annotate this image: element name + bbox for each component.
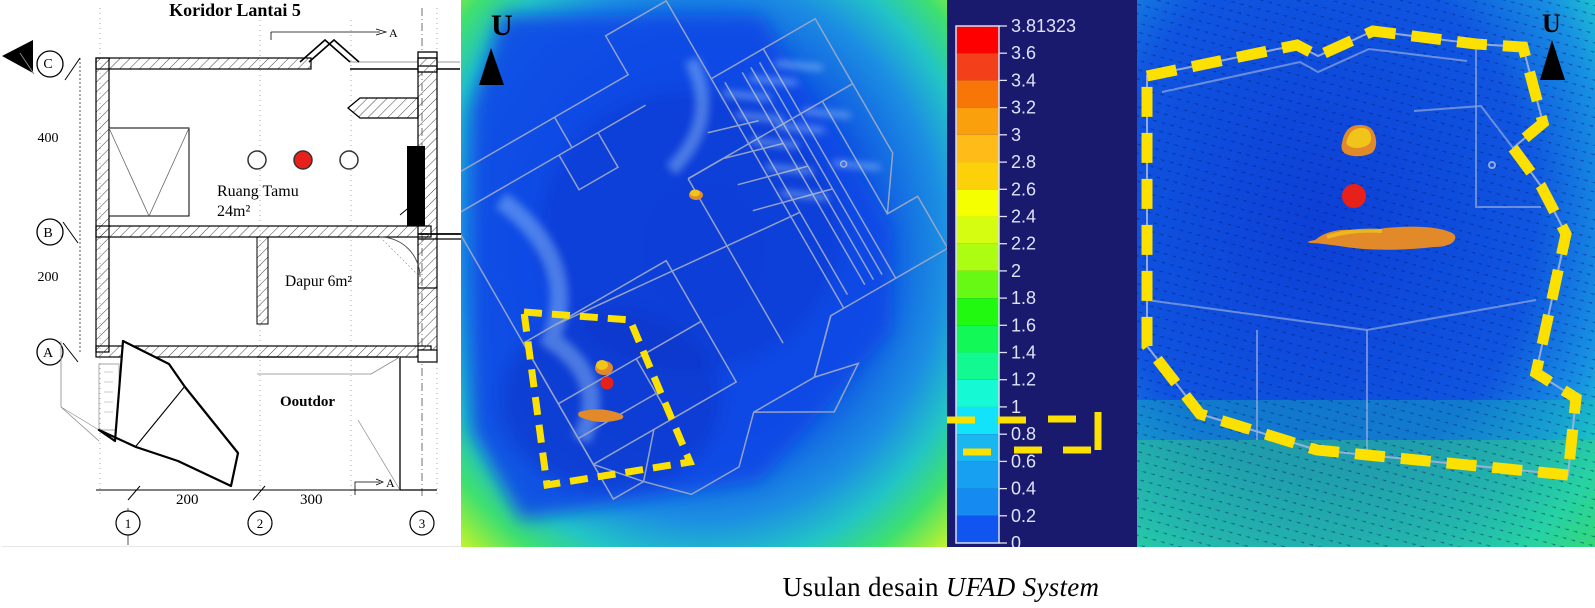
svg-text:0.4: 0.4 — [1011, 479, 1036, 499]
svg-text:U: U — [1542, 9, 1561, 38]
svg-text:3.6: 3.6 — [1011, 43, 1036, 63]
svg-text:Dapur 6m²: Dapur 6m² — [285, 273, 352, 290]
svg-text:Ruang Tamu: Ruang Tamu — [217, 183, 299, 200]
svg-text:24m²: 24m² — [217, 203, 250, 220]
svg-text:2: 2 — [1011, 261, 1021, 281]
svg-text:2.4: 2.4 — [1011, 207, 1036, 227]
svg-text:Ooutdor: Ooutdor — [280, 394, 335, 410]
svg-text:0.2: 0.2 — [1011, 506, 1036, 526]
svg-text:2.2: 2.2 — [1011, 234, 1036, 254]
svg-text:0.8: 0.8 — [1011, 424, 1036, 444]
svg-text:B: B — [43, 226, 52, 241]
svg-text:3.4: 3.4 — [1011, 70, 1036, 90]
svg-text:1: 1 — [1011, 397, 1021, 417]
svg-text:A: A — [389, 26, 398, 40]
svg-text:3: 3 — [419, 516, 426, 531]
svg-text:300: 300 — [300, 492, 323, 508]
svg-text:200: 200 — [38, 270, 59, 285]
svg-text:1.6: 1.6 — [1011, 315, 1036, 335]
svg-text:3.2: 3.2 — [1011, 98, 1036, 118]
svg-text:3: 3 — [1011, 125, 1021, 145]
svg-text:0: 0 — [1011, 533, 1021, 547]
svg-text:1.8: 1.8 — [1011, 288, 1036, 308]
svg-text:1.4: 1.4 — [1011, 343, 1036, 363]
svg-text:2.6: 2.6 — [1011, 179, 1036, 199]
svg-text:U: U — [491, 9, 513, 42]
svg-text:200: 200 — [176, 492, 199, 508]
svg-text:1.2: 1.2 — [1011, 370, 1036, 390]
svg-text:2: 2 — [257, 516, 264, 531]
svg-text:1: 1 — [125, 516, 132, 531]
svg-text:0.6: 0.6 — [1011, 451, 1036, 471]
svg-text:A: A — [43, 346, 54, 361]
svg-text:C: C — [43, 57, 52, 72]
svg-text:2.8: 2.8 — [1011, 152, 1036, 172]
svg-text:400: 400 — [38, 131, 59, 146]
svg-text:3.81323: 3.81323 — [1011, 16, 1076, 36]
svg-text:Koridor Lantai 5: Koridor Lantai 5 — [169, 0, 301, 20]
svg-text:A: A — [386, 476, 395, 490]
